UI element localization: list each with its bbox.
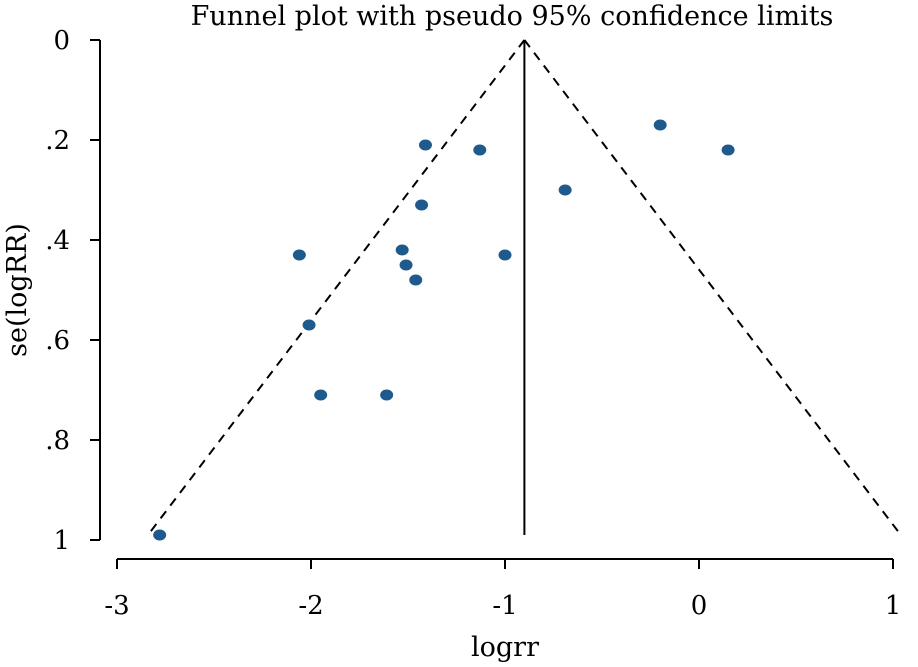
- y-tick-label: .6: [45, 326, 70, 356]
- data-point: [498, 249, 512, 261]
- upper-confidence-limit: [523, 39, 902, 536]
- x-axis-label: logrr: [471, 632, 539, 663]
- data-point: [415, 199, 429, 211]
- data-point: [409, 274, 423, 286]
- y-tick-label: 0: [53, 26, 70, 56]
- y-tick-label: .8: [45, 426, 70, 456]
- y-tick-label: .2: [45, 126, 70, 156]
- chart-title: Funnel plot with pseudo 95% confidence l…: [191, 1, 834, 32]
- x-tick-label: 1: [885, 591, 902, 621]
- data-point: [153, 529, 167, 541]
- data-point: [314, 389, 328, 401]
- x-tick-label: -2: [298, 591, 323, 621]
- x-tick-label: 0: [691, 591, 708, 621]
- funnel-lines: [147, 39, 902, 536]
- data-point: [473, 144, 487, 156]
- lower-confidence-limit: [147, 39, 526, 536]
- y-tick-label: .4: [45, 226, 70, 256]
- data-points: [153, 119, 735, 541]
- data-point: [395, 244, 409, 256]
- data-point: [653, 119, 667, 131]
- data-point: [380, 389, 394, 401]
- data-point: [558, 184, 572, 196]
- data-point: [302, 319, 316, 331]
- y-tick-label: 1: [53, 526, 70, 556]
- data-point: [399, 259, 413, 271]
- data-point: [418, 139, 432, 151]
- axes: -3 -2 -1 0 1 0 .2 .4 .6 .8 1: [45, 26, 901, 621]
- data-point: [292, 249, 306, 261]
- data-point: [721, 144, 735, 156]
- x-tick-label: -3: [104, 591, 129, 621]
- x-tick-label: -1: [492, 591, 517, 621]
- y-axis-label: se(logRR): [2, 223, 33, 357]
